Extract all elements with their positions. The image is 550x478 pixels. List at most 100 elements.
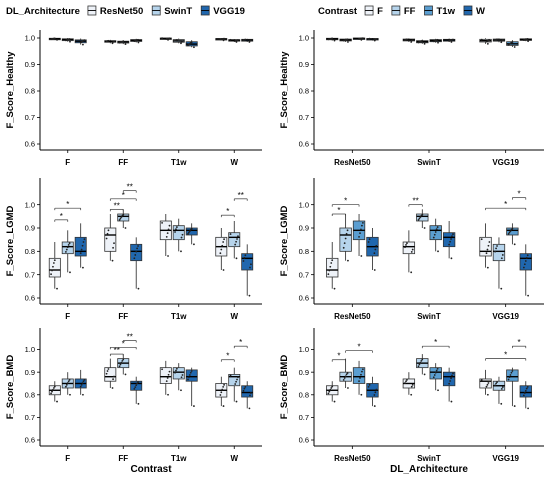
data-point [67, 380, 70, 383]
data-point [509, 230, 512, 233]
y-tick-label: 0.7 [25, 113, 35, 122]
data-point [82, 43, 84, 46]
data-point [495, 247, 497, 250]
data-point [249, 394, 251, 397]
data-point [248, 407, 251, 410]
data-point [522, 394, 525, 397]
data-point [234, 243, 237, 246]
box-FF [492, 237, 506, 290]
data-point [193, 243, 195, 246]
data-point [524, 260, 527, 262]
box-FF [416, 39, 429, 45]
data-point [124, 373, 127, 376]
data-point [180, 376, 183, 379]
significance-label: ** [127, 333, 133, 342]
data-point [220, 248, 223, 251]
data-point [327, 392, 330, 395]
data-point [360, 228, 362, 231]
data-point [513, 405, 516, 407]
y-tick-label: 0.6 [299, 436, 309, 445]
data-point [359, 377, 361, 379]
significance-label: * [226, 352, 229, 361]
data-point [432, 376, 435, 379]
data-point [432, 236, 435, 239]
data-point [347, 387, 349, 389]
data-point [175, 369, 177, 372]
significance-label: * [337, 352, 340, 361]
data-point [168, 224, 171, 227]
box-ResNet50 [159, 214, 172, 257]
y-tick-label: 1.0 [299, 200, 309, 209]
data-point [509, 374, 512, 376]
data-point [69, 393, 71, 396]
data-point [235, 400, 238, 403]
significance-bracket: * [331, 197, 360, 207]
data-point [361, 368, 364, 371]
data-point [248, 41, 251, 43]
data-point [361, 224, 363, 227]
y-axis-label: F_Score_LGMD [5, 205, 16, 276]
data-point [190, 370, 193, 372]
y-tick-label: 0.8 [25, 247, 35, 256]
data-point [82, 241, 85, 243]
box-W [519, 381, 532, 410]
data-point [52, 262, 55, 264]
data-point [221, 244, 224, 247]
data-point [113, 375, 115, 378]
data-point [124, 227, 127, 229]
box-iqr [172, 225, 185, 241]
data-point [368, 238, 371, 241]
data-point [223, 383, 225, 386]
box-T1w [352, 214, 366, 257]
data-point [360, 373, 362, 376]
data-point [423, 42, 426, 45]
data-point [68, 38, 71, 40]
data-point [375, 244, 378, 247]
data-point [180, 389, 182, 392]
data-point [331, 385, 334, 388]
data-point [500, 287, 503, 290]
data-point [120, 361, 123, 364]
data-point [523, 263, 526, 266]
box-F [326, 37, 339, 42]
box-VGG19 [74, 223, 87, 269]
data-point [137, 402, 140, 405]
data-point [419, 216, 422, 219]
data-point [51, 269, 53, 272]
data-point [242, 389, 245, 392]
legend-item-label: SwinT [164, 6, 192, 17]
data-point [220, 391, 223, 394]
legend-item-label: VGG19 [213, 6, 245, 17]
significance-bracket: ** [233, 191, 248, 201]
box-VGG19 [74, 369, 87, 396]
box-ResNet50 [48, 37, 61, 41]
box-W [442, 367, 456, 403]
data-point [524, 389, 527, 392]
y-tick-label: 1.0 [299, 34, 309, 43]
box-iqr [402, 241, 416, 255]
data-point [342, 246, 345, 249]
box-VGG19 [185, 367, 198, 407]
data-point [511, 227, 514, 230]
data-point [53, 385, 56, 388]
data-point [190, 41, 193, 44]
data-point [450, 238, 452, 240]
data-point [188, 376, 190, 379]
data-point [83, 39, 86, 42]
data-point [406, 378, 408, 381]
box-SwinT [172, 38, 185, 45]
data-point [244, 254, 247, 257]
data-point [175, 38, 178, 41]
data-point [375, 388, 378, 391]
data-point [222, 405, 225, 407]
data-point [242, 260, 245, 262]
significance-bracket: ** [122, 183, 137, 193]
data-point [107, 229, 110, 232]
data-point [107, 39, 110, 42]
data-point [410, 385, 413, 388]
x-tick-label: ResNet50 [334, 454, 371, 463]
data-point [448, 382, 451, 385]
data-point [219, 252, 222, 255]
significance-label: * [337, 206, 340, 215]
box-ResNet50 [215, 228, 228, 271]
